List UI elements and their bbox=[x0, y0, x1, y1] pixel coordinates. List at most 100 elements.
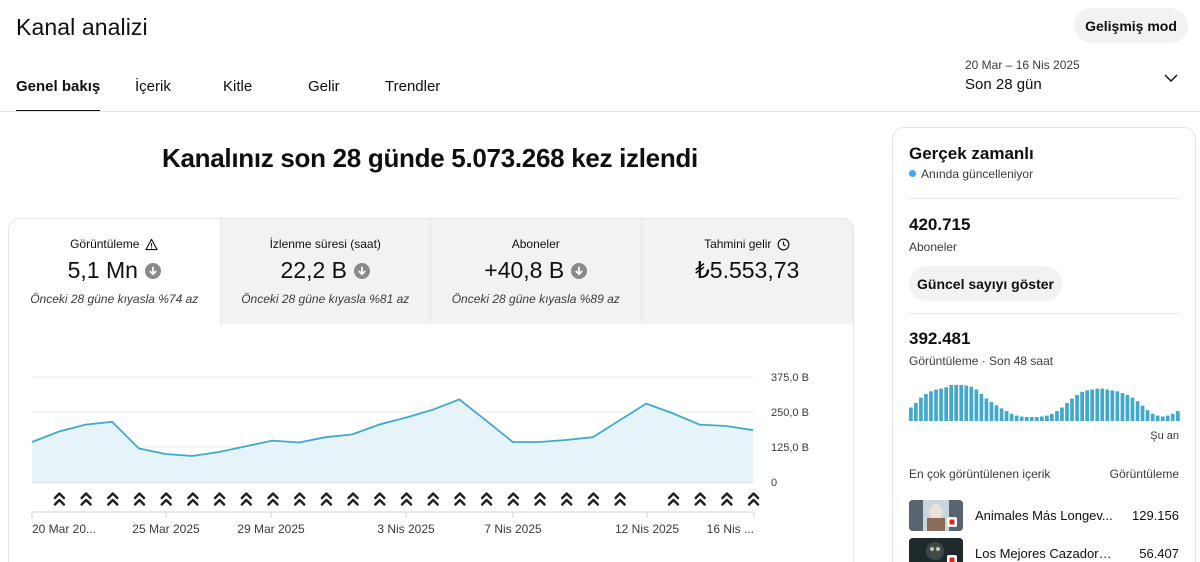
realtime-bar[interactable] bbox=[1075, 394, 1079, 421]
realtime-bar[interactable] bbox=[984, 398, 989, 422]
upload-icon[interactable] bbox=[186, 492, 199, 506]
realtime-bar[interactable] bbox=[1150, 413, 1155, 421]
realtime-bar[interactable] bbox=[924, 394, 928, 421]
realtime-bar[interactable] bbox=[1125, 394, 1130, 421]
realtime-bar[interactable] bbox=[1014, 415, 1019, 421]
upload-icon[interactable] bbox=[427, 492, 440, 506]
realtime-bar[interactable] bbox=[1034, 417, 1039, 421]
tab-audience[interactable]: Kitle bbox=[223, 78, 253, 95]
tab-overview[interactable]: Genel bakış bbox=[16, 78, 101, 112]
realtime-bar[interactable] bbox=[979, 394, 984, 421]
realtime-bar[interactable] bbox=[1060, 407, 1064, 422]
tab-content[interactable]: İçerik bbox=[135, 78, 171, 95]
video-title[interactable]: Animales Más Longev... bbox=[975, 508, 1113, 523]
realtime-bar[interactable] bbox=[1170, 413, 1175, 421]
realtime-bar[interactable] bbox=[1040, 416, 1044, 422]
realtime-bar[interactable] bbox=[989, 402, 994, 421]
realtime-bar[interactable] bbox=[1165, 415, 1170, 421]
realtime-bar[interactable] bbox=[1100, 388, 1105, 421]
realtime-bar[interactable] bbox=[974, 389, 979, 422]
upload-icon[interactable] bbox=[747, 492, 760, 506]
realtime-bar[interactable] bbox=[934, 389, 938, 422]
upload-icon[interactable] bbox=[694, 492, 707, 506]
realtime-bar[interactable] bbox=[1024, 417, 1029, 421]
upload-icon[interactable] bbox=[80, 492, 93, 506]
upload-icon[interactable] bbox=[213, 492, 226, 506]
realtime-bar[interactable] bbox=[964, 385, 969, 422]
realtime-bar[interactable] bbox=[1080, 391, 1084, 422]
realtime-bar[interactable] bbox=[919, 397, 923, 421]
realtime-bar[interactable] bbox=[1115, 391, 1120, 421]
upload-icon[interactable] bbox=[53, 492, 66, 506]
metric-tab-subscribers[interactable]: Aboneler +40,8 B Önceki 28 güne kıyasla … bbox=[430, 219, 641, 324]
realtime-bar[interactable] bbox=[1095, 388, 1100, 421]
upload-icon[interactable] bbox=[293, 492, 306, 506]
realtime-bar[interactable] bbox=[999, 408, 1004, 421]
upload-icon[interactable] bbox=[507, 492, 520, 506]
realtime-bar[interactable] bbox=[1155, 415, 1160, 421]
realtime-bar[interactable] bbox=[969, 386, 974, 421]
realtime-bar[interactable] bbox=[1004, 411, 1009, 421]
advanced-mode-button[interactable]: Gelişmiş mod bbox=[1074, 8, 1188, 43]
upload-icon[interactable] bbox=[160, 492, 173, 506]
realtime-bar[interactable] bbox=[1176, 411, 1180, 421]
upload-icon[interactable] bbox=[480, 492, 493, 506]
realtime-bar[interactable] bbox=[1050, 413, 1054, 421]
realtime-bar[interactable] bbox=[954, 385, 958, 421]
realtime-bar[interactable] bbox=[1130, 397, 1135, 421]
upload-icon[interactable] bbox=[534, 492, 546, 506]
realtime-bar[interactable] bbox=[944, 387, 948, 422]
realtime-bar-chart[interactable] bbox=[893, 378, 1196, 423]
realtime-bar[interactable] bbox=[1065, 403, 1069, 421]
upload-icon[interactable] bbox=[267, 492, 279, 506]
metric-tab-watch-time[interactable]: İzlenme süresi (saat) 22,2 B Önceki 28 g… bbox=[219, 219, 430, 324]
realtime-bar[interactable] bbox=[994, 405, 999, 422]
realtime-bar[interactable] bbox=[1105, 389, 1110, 422]
realtime-bar[interactable] bbox=[1085, 390, 1089, 421]
video-thumbnail[interactable] bbox=[909, 538, 963, 562]
realtime-bar[interactable] bbox=[1120, 393, 1125, 421]
upload-icon[interactable] bbox=[400, 492, 413, 506]
realtime-bar[interactable] bbox=[909, 407, 913, 422]
realtime-bar[interactable] bbox=[1070, 398, 1074, 422]
realtime-bar[interactable] bbox=[1090, 389, 1094, 422]
chevron-down-icon[interactable] bbox=[1163, 70, 1179, 86]
video-thumbnail[interactable] bbox=[909, 500, 963, 531]
show-live-count-button[interactable]: Güncel sayıyı göster bbox=[909, 266, 1062, 301]
realtime-bar[interactable] bbox=[949, 385, 953, 421]
upload-icon[interactable] bbox=[320, 492, 333, 506]
metric-tab-revenue[interactable]: Tahmini gelir ₺5.553,73 bbox=[640, 219, 853, 324]
upload-icon[interactable] bbox=[587, 492, 600, 506]
upload-icon[interactable] bbox=[373, 492, 386, 506]
realtime-bar[interactable] bbox=[1045, 415, 1049, 421]
date-period-label[interactable]: Son 28 gün bbox=[965, 76, 1042, 93]
top-video-row[interactable]: Los Mejores Cazadores ... 56.407 bbox=[909, 538, 1179, 562]
upload-icon[interactable] bbox=[106, 492, 119, 506]
realtime-bar[interactable] bbox=[1160, 416, 1165, 422]
tab-trends[interactable]: Trendler bbox=[385, 78, 441, 95]
realtime-bar[interactable] bbox=[939, 388, 943, 421]
upload-icon[interactable] bbox=[667, 492, 680, 506]
upload-icon[interactable] bbox=[614, 492, 627, 506]
upload-icon[interactable] bbox=[453, 492, 466, 506]
top-video-row[interactable]: Animales Más Longev... 129.156 bbox=[909, 500, 1179, 534]
metric-tab-views[interactable]: Görüntüleme 5,1 Mn Önceki 28 güne kıyasl… bbox=[9, 219, 220, 324]
realtime-bar[interactable] bbox=[1009, 413, 1014, 421]
upload-icon[interactable] bbox=[720, 492, 733, 506]
realtime-bar[interactable] bbox=[1029, 417, 1034, 421]
realtime-bar[interactable] bbox=[1019, 416, 1024, 422]
upload-icon[interactable] bbox=[560, 492, 573, 506]
realtime-bar[interactable] bbox=[1110, 390, 1115, 421]
clock-icon[interactable] bbox=[777, 238, 790, 251]
upload-icon[interactable] bbox=[133, 492, 146, 506]
realtime-bar[interactable] bbox=[929, 391, 933, 421]
realtime-bar[interactable] bbox=[959, 385, 964, 421]
realtime-bar[interactable] bbox=[914, 403, 918, 421]
warning-icon[interactable] bbox=[145, 238, 159, 251]
upload-icon[interactable] bbox=[240, 492, 253, 506]
realtime-bar[interactable] bbox=[1145, 410, 1150, 421]
realtime-bar[interactable] bbox=[1135, 401, 1140, 421]
realtime-bar[interactable] bbox=[1140, 405, 1145, 421]
realtime-bar[interactable] bbox=[1055, 411, 1059, 421]
date-range[interactable]: 20 Mar – 16 Nis 2025 bbox=[965, 58, 1080, 72]
